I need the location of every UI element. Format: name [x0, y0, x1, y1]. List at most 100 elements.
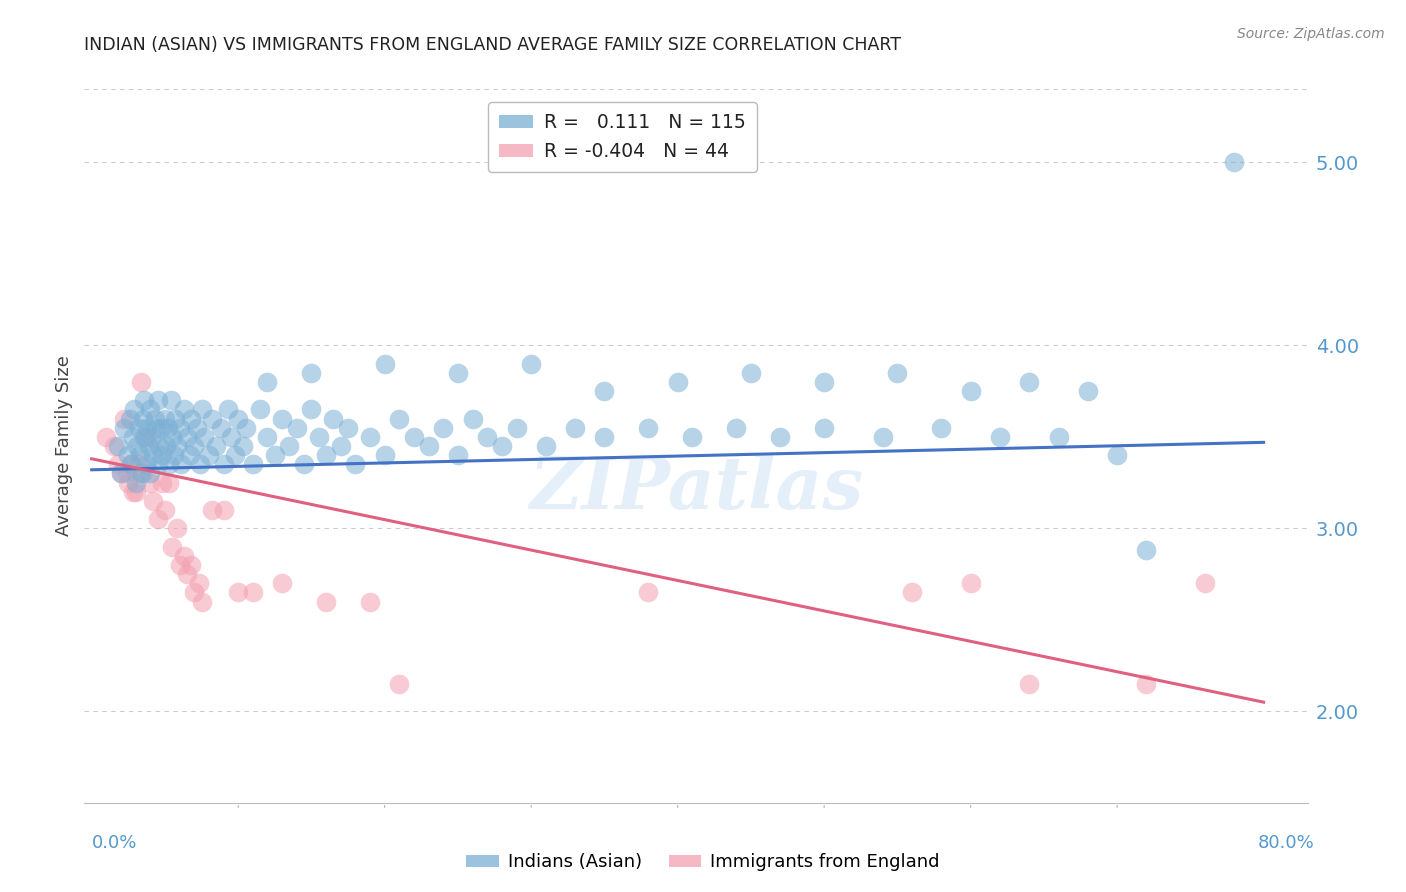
Text: 0.0%: 0.0%: [91, 834, 136, 852]
Point: [139, 402, 162, 417]
Text: ZIPatlas: ZIPatlas: [529, 453, 863, 524]
Point: [505, 420, 527, 434]
Point: [150, 448, 173, 462]
Point: [1135, 543, 1157, 558]
Point: [740, 366, 762, 380]
Point: [146, 393, 169, 408]
Point: [388, 411, 411, 425]
Point: [156, 420, 179, 434]
Point: [142, 494, 165, 508]
Point: [139, 475, 162, 490]
Point: [124, 484, 146, 499]
Point: [110, 467, 132, 481]
Point: [138, 439, 160, 453]
Point: [112, 420, 135, 434]
Point: [315, 594, 337, 608]
Point: [143, 411, 166, 425]
Point: [128, 420, 150, 434]
Point: [183, 585, 205, 599]
Point: [149, 420, 172, 434]
Point: [103, 439, 125, 453]
Point: [402, 430, 425, 444]
Point: [117, 475, 139, 490]
Point: [226, 585, 249, 599]
Point: [186, 420, 208, 434]
Point: [988, 430, 1011, 444]
Point: [1077, 384, 1099, 398]
Point: [263, 448, 285, 462]
Point: [141, 430, 163, 444]
Point: [271, 576, 294, 591]
Point: [308, 430, 330, 444]
Point: [176, 430, 198, 444]
Point: [179, 448, 201, 462]
Point: [315, 448, 337, 462]
Point: [183, 439, 205, 453]
Point: [176, 567, 198, 582]
Point: [142, 448, 165, 462]
Point: [285, 420, 308, 434]
Point: [205, 439, 228, 453]
Point: [374, 448, 396, 462]
Point: [166, 439, 188, 453]
Point: [432, 420, 454, 434]
Point: [132, 411, 155, 425]
Point: [1047, 430, 1070, 444]
Point: [322, 411, 344, 425]
Point: [447, 366, 470, 380]
Point: [242, 585, 264, 599]
Point: [329, 439, 352, 453]
Point: [134, 430, 156, 444]
Point: [1018, 375, 1040, 389]
Point: [872, 430, 894, 444]
Point: [190, 402, 212, 417]
Point: [180, 558, 202, 572]
Point: [520, 357, 543, 371]
Point: [120, 458, 142, 472]
Point: [159, 393, 181, 408]
Point: [725, 420, 748, 434]
Point: [299, 366, 322, 380]
Point: [146, 458, 169, 472]
Point: [637, 420, 659, 434]
Point: [359, 594, 381, 608]
Point: [193, 430, 215, 444]
Point: [344, 458, 367, 472]
Point: [198, 448, 221, 462]
Point: [1135, 677, 1157, 691]
Point: [124, 475, 146, 490]
Point: [120, 458, 142, 472]
Point: [180, 411, 202, 425]
Point: [162, 430, 184, 444]
Point: [1107, 448, 1129, 462]
Point: [132, 467, 155, 481]
Point: [148, 439, 170, 453]
Point: [173, 549, 195, 563]
Point: [131, 467, 153, 481]
Point: [170, 458, 193, 472]
Point: [157, 475, 180, 490]
Point: [959, 576, 981, 591]
Point: [169, 420, 191, 434]
Point: [813, 420, 835, 434]
Point: [418, 439, 440, 453]
Point: [166, 521, 188, 535]
Point: [201, 503, 224, 517]
Point: [813, 375, 835, 389]
Point: [139, 467, 162, 481]
Point: [491, 439, 513, 453]
Point: [129, 448, 152, 462]
Point: [128, 458, 150, 472]
Point: [127, 439, 149, 453]
Point: [153, 411, 176, 425]
Point: [1223, 155, 1246, 169]
Point: [637, 585, 659, 599]
Point: [112, 411, 135, 425]
Point: [447, 448, 470, 462]
Point: [901, 585, 924, 599]
Point: [145, 420, 167, 434]
Point: [564, 420, 586, 434]
Point: [249, 402, 271, 417]
Point: [292, 458, 315, 472]
Point: [157, 458, 180, 472]
